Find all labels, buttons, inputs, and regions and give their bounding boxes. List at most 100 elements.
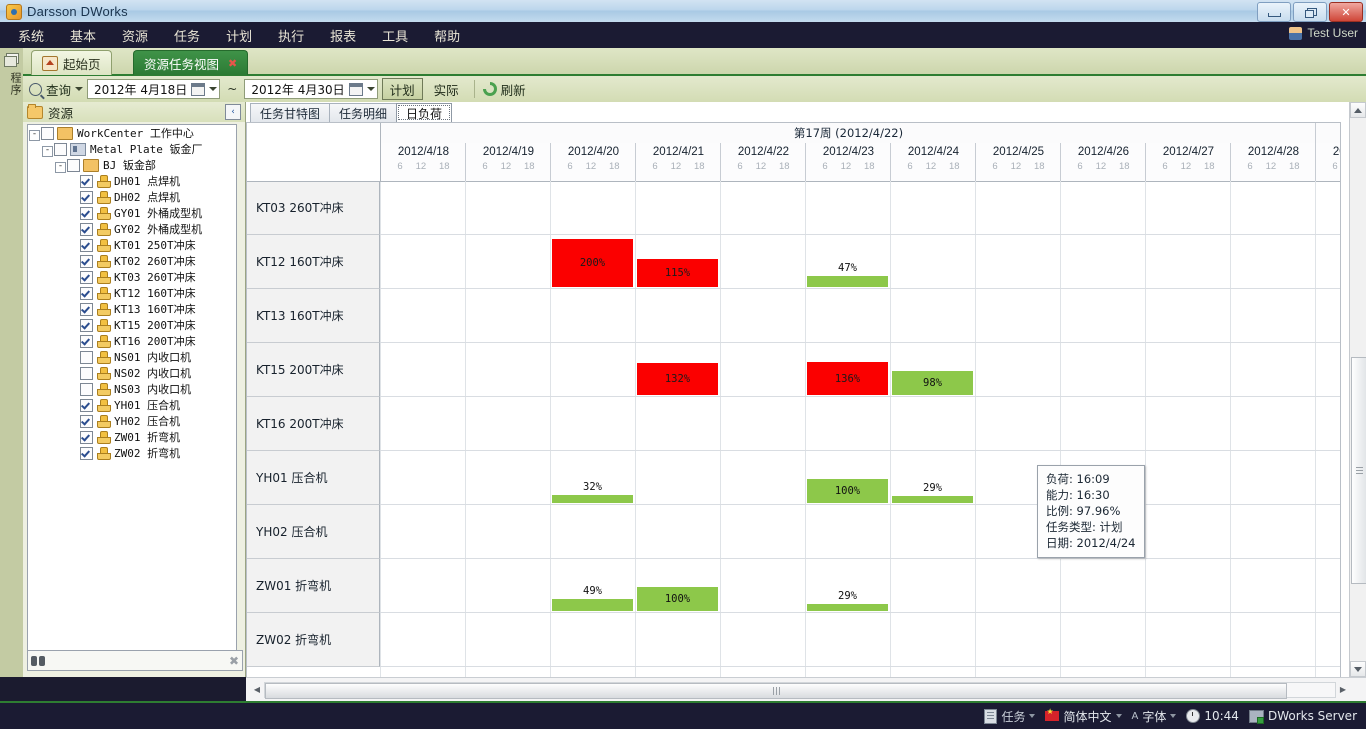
status-language[interactable]: 简体中文 bbox=[1042, 707, 1124, 725]
tree-item[interactable]: KT13 160T冲床 bbox=[28, 301, 236, 317]
tree-item[interactable]: DH01 点焊机 bbox=[28, 173, 236, 189]
date-from-caret-icon[interactable] bbox=[209, 87, 218, 91]
tree-item[interactable]: KT12 160T冲床 bbox=[28, 285, 236, 301]
tree-checkbox[interactable] bbox=[80, 286, 93, 300]
menu-item-basic[interactable]: 基本 bbox=[70, 29, 97, 45]
load-bar[interactable] bbox=[807, 276, 888, 287]
minimize-button[interactable] bbox=[1257, 2, 1291, 22]
horizontal-scroll-track[interactable] bbox=[264, 681, 1336, 699]
load-bar[interactable]: 200% bbox=[552, 239, 633, 287]
resource-tree[interactable]: - WorkCenter 工作中心 - Metal Plate 钣金厂 - BJ 钣金部 D… bbox=[27, 124, 237, 654]
tree-checkbox[interactable] bbox=[80, 190, 93, 204]
tree-checkbox[interactable] bbox=[80, 318, 93, 332]
menu-item-tools[interactable]: 工具 bbox=[382, 29, 409, 45]
tree-checkbox[interactable] bbox=[41, 126, 54, 140]
load-bar[interactable]: 100% bbox=[807, 479, 888, 503]
load-bar[interactable] bbox=[807, 604, 888, 611]
tab-daily-load[interactable]: 日负荷 bbox=[396, 103, 453, 122]
status-font[interactable]: A 字体 bbox=[1129, 708, 1180, 725]
load-bar[interactable] bbox=[552, 495, 633, 503]
tree-checkbox[interactable] bbox=[80, 398, 93, 412]
tree-checkbox[interactable] bbox=[80, 270, 93, 284]
query-button[interactable]: 查询 bbox=[29, 80, 71, 99]
tree-item[interactable]: DH02 点焊机 bbox=[28, 189, 236, 205]
tab-task-gantt[interactable]: 任务甘特图 bbox=[250, 103, 331, 122]
tree-checkbox[interactable] bbox=[80, 430, 93, 444]
tree-item[interactable]: NS03 内收口机 bbox=[28, 381, 236, 397]
load-bar[interactable]: 100% bbox=[637, 587, 718, 611]
load-bar[interactable] bbox=[552, 599, 633, 611]
calendar-icon-2[interactable] bbox=[348, 82, 363, 96]
date-to-caret-icon[interactable] bbox=[366, 87, 375, 91]
calendar-icon[interactable] bbox=[191, 82, 206, 96]
language-caret-icon[interactable] bbox=[1115, 714, 1122, 718]
menu-item-task[interactable]: 任务 bbox=[174, 29, 201, 45]
tree-checkbox[interactable] bbox=[80, 174, 93, 188]
horizontal-scroll-thumb[interactable] bbox=[265, 682, 1287, 699]
tree-item[interactable]: YH01 压合机 bbox=[28, 397, 236, 413]
date-to-input[interactable]: 2012年 4月30日 bbox=[244, 79, 378, 99]
tree-item[interactable]: - BJ 钣金部 bbox=[28, 157, 236, 173]
task-caret-icon[interactable] bbox=[1029, 714, 1036, 718]
tree-item[interactable]: - WorkCenter 工作中心 bbox=[28, 125, 236, 141]
vertical-dock[interactable]: 程序 bbox=[0, 48, 24, 677]
query-dropdown-caret-icon[interactable] bbox=[75, 87, 84, 91]
tree-item[interactable]: KT02 260T冲床 bbox=[28, 253, 236, 269]
tree-item[interactable]: GY01 外桶成型机 bbox=[28, 205, 236, 221]
tree-expander-slot[interactable]: - bbox=[28, 126, 41, 141]
tree-checkbox[interactable] bbox=[54, 142, 67, 156]
windows-stack-icon[interactable] bbox=[4, 53, 19, 67]
tree-item[interactable]: KT01 250T冲床 bbox=[28, 237, 236, 253]
menu-item-plan[interactable]: 计划 bbox=[226, 29, 253, 45]
tab-start-page[interactable]: 起始页 bbox=[31, 50, 112, 75]
scroll-left-button[interactable]: ◀ bbox=[253, 685, 261, 694]
mode-plan-button[interactable]: 计划 bbox=[381, 78, 423, 100]
tree-checkbox[interactable] bbox=[80, 302, 93, 316]
menu-item-execute[interactable]: 执行 bbox=[278, 29, 305, 45]
scroll-up-button[interactable] bbox=[1350, 102, 1366, 118]
tree-checkbox[interactable] bbox=[80, 446, 93, 460]
tree-checkbox[interactable] bbox=[80, 222, 93, 236]
menu-item-help[interactable]: 帮助 bbox=[434, 29, 461, 45]
vertical-scroll-thumb[interactable] bbox=[1351, 357, 1366, 584]
tree-checkbox[interactable] bbox=[80, 334, 93, 348]
scroll-down-button[interactable] bbox=[1350, 661, 1366, 677]
tree-expander-slot[interactable]: - bbox=[54, 158, 67, 173]
font-caret-icon[interactable] bbox=[1170, 714, 1177, 718]
tab-close-icon[interactable]: ✖ bbox=[228, 56, 238, 70]
tree-item[interactable]: NS02 内收口机 bbox=[28, 365, 236, 381]
menu-item-system[interactable]: 系统 bbox=[18, 29, 45, 45]
current-user[interactable]: Test User bbox=[1289, 26, 1358, 40]
status-task[interactable]: 任务 bbox=[981, 708, 1038, 725]
tree-checkbox[interactable] bbox=[67, 158, 80, 172]
tree-checkbox[interactable] bbox=[80, 238, 93, 252]
tree-expander-slot[interactable]: - bbox=[41, 142, 54, 157]
tree-item[interactable]: ZW01 折弯机 bbox=[28, 429, 236, 445]
load-bar[interactable]: 132% bbox=[637, 363, 718, 395]
tree-item[interactable]: NS01 内收口机 bbox=[28, 349, 236, 365]
tree-checkbox[interactable] bbox=[80, 254, 93, 268]
expand-collapse-icon[interactable]: - bbox=[29, 129, 40, 141]
tree-item[interactable]: GY02 外桶成型机 bbox=[28, 221, 236, 237]
scroll-right-button[interactable]: ▶ bbox=[1339, 685, 1347, 694]
menu-item-report[interactable]: 报表 bbox=[330, 29, 357, 45]
horizontal-scrollbar[interactable]: ◀ ▶ bbox=[250, 681, 1350, 699]
tree-checkbox[interactable] bbox=[80, 382, 93, 396]
load-bar[interactable]: 115% bbox=[637, 259, 718, 287]
menu-item-resource[interactable]: 资源 bbox=[122, 29, 149, 45]
tree-item[interactable]: - Metal Plate 钣金厂 bbox=[28, 141, 236, 157]
close-button[interactable]: ✕ bbox=[1329, 2, 1363, 22]
date-from-input[interactable]: 2012年 4月18日 bbox=[87, 79, 221, 99]
restore-button[interactable] bbox=[1293, 2, 1327, 22]
tab-resource-task-view[interactable]: 资源任务视图 ✖ bbox=[133, 50, 249, 75]
expand-collapse-icon[interactable]: - bbox=[55, 161, 66, 173]
tree-item[interactable]: KT15 200T冲床 bbox=[28, 317, 236, 333]
close-panel-icon[interactable]: ✖ bbox=[228, 653, 239, 668]
collapse-panel-button[interactable]: ‹ bbox=[225, 104, 241, 120]
vertical-scrollbar[interactable] bbox=[1349, 102, 1366, 677]
load-bar[interactable]: 98% bbox=[892, 371, 973, 395]
tree-item[interactable]: KT16 200T冲床 bbox=[28, 333, 236, 349]
load-bar[interactable] bbox=[892, 496, 973, 503]
tree-item[interactable]: KT03 260T冲床 bbox=[28, 269, 236, 285]
tree-checkbox[interactable] bbox=[80, 366, 93, 380]
